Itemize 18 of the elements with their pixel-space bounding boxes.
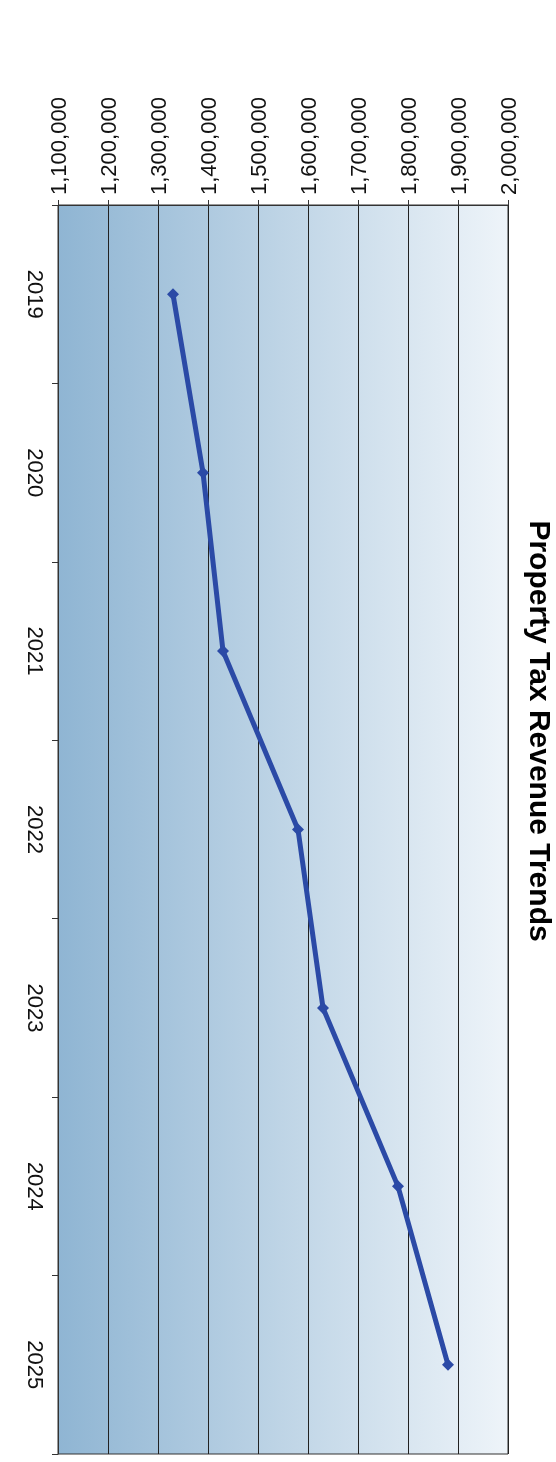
y-tick-label: 2019: [22, 269, 48, 319]
y-tick-label: 2022: [22, 805, 48, 854]
x-tick-label: 1,200,000: [95, 97, 121, 195]
text: Property Tax Revenue Trends: [523, 520, 556, 942]
x-tick-label: 1,400,000: [195, 97, 221, 195]
x-tick-label: 2,000,000: [495, 97, 521, 195]
y-tick-label: 2021: [22, 626, 48, 676]
y-tick-label: 2020: [22, 448, 48, 498]
x-tick-label: 1,800,000: [395, 97, 421, 195]
y-tick-label: 2025: [22, 1340, 48, 1390]
x-tick-label: 1,900,000: [445, 97, 471, 195]
y-tick-label: 2024: [22, 1161, 48, 1211]
x-tick-label: 1,100,000: [45, 97, 71, 195]
y-tick-label: 2023: [22, 983, 48, 1033]
x-tick-label: 1,500,000: [245, 97, 271, 195]
x-tick-label: 1,300,000: [145, 97, 171, 195]
x-tick-label: 1,700,000: [345, 97, 371, 195]
x-tick-label: 1,600,000: [295, 97, 321, 195]
